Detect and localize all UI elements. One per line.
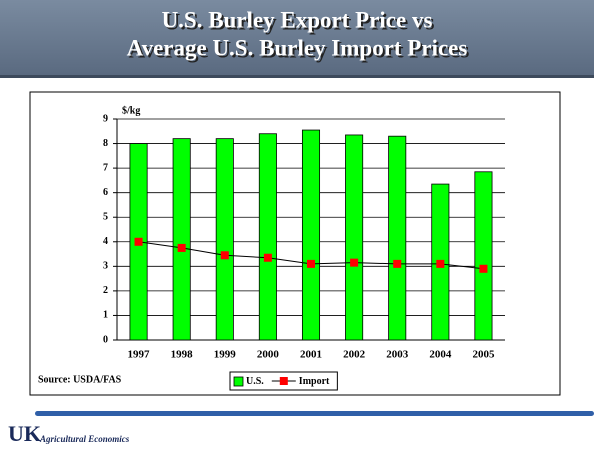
y-axis-label: $/kg — [122, 105, 140, 116]
bar — [215, 138, 234, 341]
y-tick-label: 7 — [103, 162, 108, 173]
marker — [307, 259, 315, 268]
bar — [345, 134, 364, 341]
bar — [388, 135, 407, 341]
chart: 0 1 2 3 4 5 6 7 8 9 1997 1998 1999 2000 2001 2002 2003 20… — [103, 113, 505, 391]
y-tick-label: 2 — [103, 285, 108, 296]
y-tick-label: 9 — [103, 113, 108, 124]
marker — [177, 243, 186, 252]
logo: UK — [8, 421, 41, 446]
title-shadow: Average U.S. Burley Import Prices — [129, 37, 470, 62]
legend-swatch — [279, 377, 288, 385]
source-note: Source: USDA/FAS — [38, 374, 122, 385]
title-line: Average U.S. Burley Import Prices — [127, 35, 468, 60]
x-tick-label: 1997 — [128, 349, 151, 361]
y-tick-label: 8 — [103, 138, 108, 149]
title-rule — [0, 75, 594, 78]
x-tick-label: 2004 — [429, 349, 452, 361]
y-tick-label: 3 — [103, 261, 108, 272]
title-shadow: U.S. Burley Export Price vs — [164, 9, 435, 34]
x-tick-label: 2005 — [472, 349, 495, 361]
x-tick-label: 1999 — [214, 349, 237, 361]
marker — [479, 264, 488, 273]
marker — [220, 251, 229, 260]
marker — [263, 253, 272, 262]
bar — [474, 171, 493, 341]
x-tick-label: 2000 — [257, 349, 280, 361]
footer-rule — [35, 411, 594, 416]
title-band — [0, 0, 594, 75]
legend-label: Import — [299, 376, 330, 387]
bar — [258, 133, 277, 341]
marker — [134, 237, 143, 246]
title-line: U.S. Burley Export Price vs — [162, 7, 433, 32]
y-tick-label: 4 — [103, 236, 108, 247]
bar — [301, 129, 321, 341]
y-tick-label: 6 — [103, 187, 108, 198]
chart-frame — [29, 91, 561, 396]
marker — [436, 259, 445, 268]
bar — [172, 138, 191, 341]
x-tick-label: 2002 — [343, 349, 366, 361]
y-tick-label: 0 — [103, 334, 108, 345]
logo-subtitle: Agricultural Economics — [39, 434, 130, 444]
y-tick-label: 5 — [103, 212, 108, 223]
x-tick-label: 2003 — [386, 349, 409, 361]
x-tick-label: 2001 — [300, 349, 322, 361]
y-tick-label: 1 — [103, 310, 108, 321]
marker — [350, 258, 359, 267]
legend-swatch — [233, 376, 244, 387]
x-tick-label: 1998 — [171, 349, 194, 361]
legend-label: U.S. — [246, 376, 264, 387]
marker — [393, 259, 402, 268]
